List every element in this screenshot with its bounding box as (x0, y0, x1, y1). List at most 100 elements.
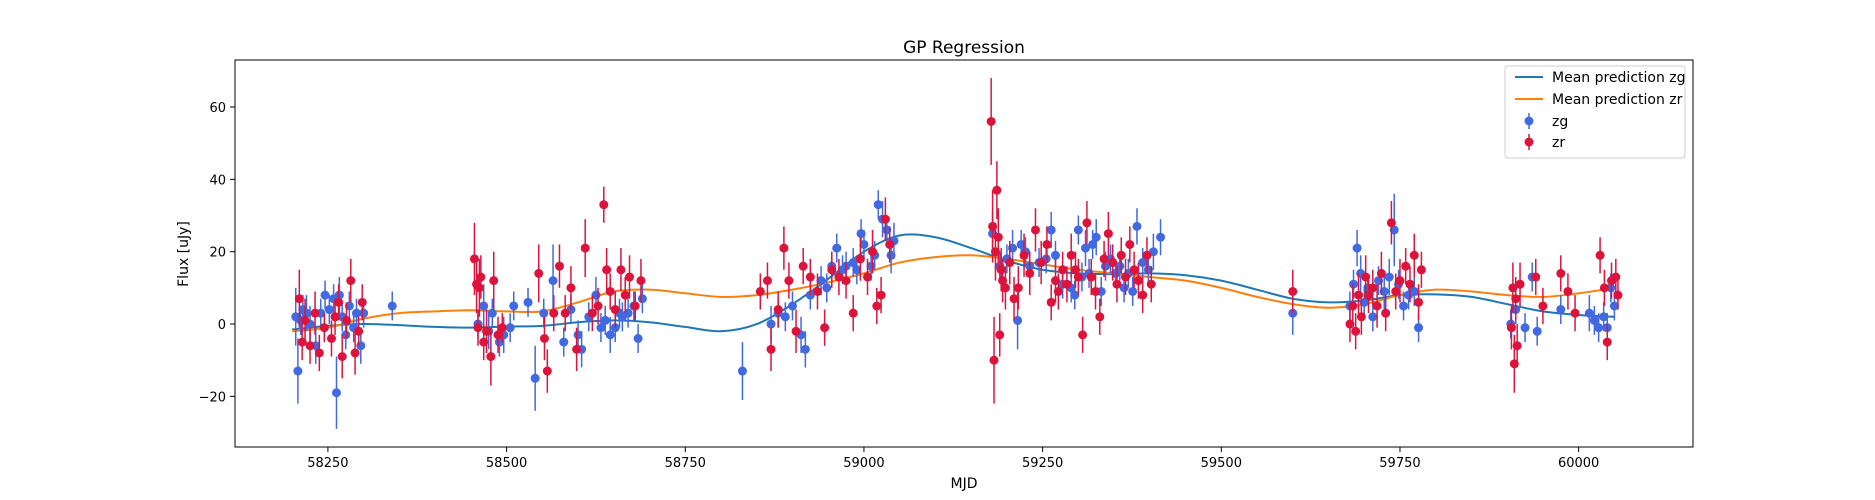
data-point (1013, 315, 1023, 325)
data-point (1368, 283, 1378, 293)
plot-area (291, 78, 1623, 429)
data-point (822, 283, 832, 293)
series-zr-points (294, 78, 1623, 404)
data-point (593, 301, 603, 311)
data-point (1288, 286, 1298, 296)
data-point (1103, 229, 1113, 239)
data-point (876, 290, 886, 300)
data-point (993, 232, 1003, 242)
data-point (337, 352, 347, 362)
data-point (542, 366, 552, 376)
data-point (996, 265, 1006, 275)
data-point (1599, 312, 1609, 322)
data-point (1563, 286, 1573, 296)
data-point (554, 261, 564, 271)
data-point (1066, 250, 1076, 260)
data-point (986, 116, 996, 126)
data-point (1531, 272, 1541, 282)
data-point (493, 330, 503, 340)
data-point (816, 276, 826, 286)
data-point (992, 185, 1002, 195)
data-point (1101, 261, 1111, 271)
data-point (1351, 326, 1361, 336)
data-point (549, 308, 559, 318)
data-point (301, 308, 311, 318)
data-point (354, 326, 364, 336)
data-point (1091, 286, 1101, 296)
data-point (350, 348, 360, 358)
data-point (469, 254, 479, 264)
data-point (855, 254, 865, 264)
data-point (1078, 330, 1088, 340)
data-point (873, 200, 883, 210)
data-point (300, 315, 310, 325)
data-point (762, 276, 772, 286)
data-point (497, 323, 507, 333)
data-point (486, 352, 496, 362)
data-point (1352, 243, 1362, 253)
data-point (1515, 279, 1525, 289)
data-point (357, 297, 367, 307)
data-point (805, 272, 815, 282)
data-point (863, 272, 873, 282)
y-axis-label: Flux [uJy] (176, 221, 192, 287)
legend-label-zr-mean: Mean prediction zr (1552, 92, 1683, 108)
x-tick-label: 60000 (1558, 456, 1599, 471)
data-point (1570, 308, 1580, 318)
data-point (473, 323, 483, 333)
data-point (637, 294, 647, 304)
data-point (605, 286, 615, 296)
data-point (1138, 290, 1148, 300)
data-point (827, 265, 837, 275)
legend: Mean prediction zg Mean prediction zr zg… (1504, 65, 1686, 159)
x-tick-label: 58250 (307, 456, 348, 471)
data-point (1409, 250, 1419, 260)
data-point (1512, 341, 1522, 351)
data-point (476, 272, 486, 282)
data-point (474, 283, 484, 293)
data-point (841, 276, 851, 286)
data-point (1595, 250, 1605, 260)
data-point (630, 301, 640, 311)
data-point (1116, 250, 1126, 260)
x-axis-label: MJD (951, 476, 978, 492)
data-point (1108, 258, 1118, 268)
y-axis-ticks: −20 0 20 40 60 (199, 101, 235, 405)
data-point (346, 276, 356, 286)
data-point (800, 344, 810, 354)
data-point (1073, 272, 1083, 282)
data-point (1132, 221, 1142, 231)
plot-frame (234, 59, 1694, 448)
data-point (1036, 258, 1046, 268)
data-point (1409, 286, 1419, 296)
data-point (1009, 294, 1019, 304)
legend-zr-marker-swatch (1524, 137, 1534, 147)
data-point (530, 373, 540, 383)
data-point (798, 261, 808, 271)
data-point (293, 366, 303, 376)
data-point (534, 268, 544, 278)
data-point (356, 341, 366, 351)
data-point (1356, 312, 1366, 322)
data-point (334, 297, 344, 307)
data-point (1520, 323, 1530, 333)
data-point (868, 247, 878, 257)
data-point (636, 276, 646, 286)
x-tick-label: 58500 (486, 456, 527, 471)
data-point (319, 323, 329, 333)
data-point (616, 265, 626, 275)
data-point (573, 330, 583, 340)
data-point (1121, 272, 1131, 282)
data-point (1364, 290, 1374, 300)
data-point (1372, 301, 1382, 311)
data-point (872, 301, 882, 311)
data-point (1613, 290, 1623, 300)
data-point (848, 258, 858, 268)
data-point (1391, 286, 1401, 296)
data-point (1050, 250, 1060, 260)
data-point (1368, 312, 1378, 322)
data-point (1599, 283, 1609, 293)
data-point (1386, 218, 1396, 228)
data-point (1401, 261, 1411, 271)
